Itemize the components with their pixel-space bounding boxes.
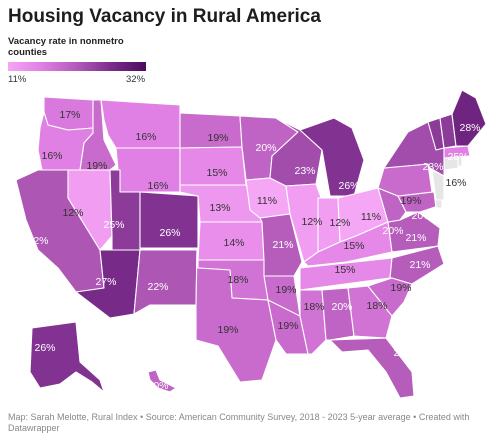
state-value-label-nv: 12% xyxy=(62,207,83,219)
state-sc[interactable] xyxy=(367,277,413,317)
state-mi[interactable] xyxy=(299,117,365,197)
state-value-label-al: 20% xyxy=(331,301,352,313)
legend-max-label: 32% xyxy=(126,74,146,85)
state-value-label-ca: 22% xyxy=(27,235,48,247)
state-value-label-ny: 23% xyxy=(422,161,443,173)
state-value-label-wi: 23% xyxy=(294,165,315,177)
state-al[interactable] xyxy=(321,287,355,341)
state-hi[interactable] xyxy=(147,369,177,393)
state-value-label-sc: 19% xyxy=(390,282,411,294)
state-fl[interactable] xyxy=(329,337,415,399)
map-title: Housing Vacancy in Rural America xyxy=(8,6,321,27)
state-value-label-nc: 21% xyxy=(409,259,430,271)
state-value-label-id: 19% xyxy=(86,160,107,172)
state-pa[interactable] xyxy=(377,163,433,197)
state-value-label-tx: 19% xyxy=(217,324,238,336)
state-value-label-ms: 18% xyxy=(303,301,324,313)
state-value-label-oh: 11% xyxy=(361,211,381,223)
state-value-label-mn: 20% xyxy=(255,142,276,154)
state-value-label-me: 28% xyxy=(459,122,480,134)
state-value-label-wv: 20% xyxy=(382,225,403,237)
state-me[interactable] xyxy=(451,89,487,147)
state-nm[interactable] xyxy=(133,249,198,315)
state-value-label-ks: 14% xyxy=(223,237,244,249)
state-value-label-tn: 15% xyxy=(334,264,355,276)
state-ga[interactable] xyxy=(347,285,393,339)
state-value-label-va: 21% xyxy=(405,232,426,244)
state-value-label-in: 12% xyxy=(329,217,350,229)
state-nc[interactable] xyxy=(389,245,445,285)
legend-title: Vacancy rate in nonmetro counties xyxy=(8,36,124,58)
state-value-label-az: 27% xyxy=(95,276,116,288)
state-value-label-mt: 16% xyxy=(135,131,156,143)
state-value-label-ok: 18% xyxy=(227,274,248,286)
state-value-label-nh: 25% xyxy=(447,151,468,163)
state-value-label-mi: 26% xyxy=(338,180,359,192)
state-nj[interactable] xyxy=(431,169,445,201)
labels-layer: 17% 16% 22% 12% 19% 16% 16% 25% 27% 26% 22% 19% 15% 1… xyxy=(27,109,480,392)
state-value-label-pa: 19% xyxy=(400,195,421,207)
state-value-label-nm: 22% xyxy=(147,281,168,293)
state-value-label-ga: 18% xyxy=(366,300,387,312)
state-value-label-or: 16% xyxy=(41,150,62,162)
state-la[interactable] xyxy=(267,299,309,355)
state-ma[interactable] xyxy=(443,145,471,159)
state-tx[interactable] xyxy=(195,249,277,383)
state-value-label-ia: 11% xyxy=(257,195,277,207)
state-value-label-la: 19% xyxy=(277,320,298,332)
states-layer xyxy=(15,89,487,399)
state-value-label-hi: 20% xyxy=(147,380,168,392)
state-value-label-nd: 19% xyxy=(207,132,228,144)
state-value-label-ak: 26% xyxy=(34,342,55,354)
state-value-label-sd: 15% xyxy=(206,167,227,179)
state-value-label-ne: 13% xyxy=(209,202,230,214)
state-co[interactable] xyxy=(139,191,199,249)
state-value-label-ar: 19% xyxy=(275,284,296,296)
legend-min-label: 11% xyxy=(8,74,27,85)
state-value-label-ky: 15% xyxy=(343,240,364,252)
state-ak[interactable] xyxy=(29,321,105,393)
state-value-label-il: 12% xyxy=(301,216,322,228)
state-value-label-co: 26% xyxy=(159,227,180,239)
state-value-label-ma: 16% xyxy=(445,177,466,189)
map-footer-credits: Map: Sarah Melotte, Rural Index • Source… xyxy=(8,412,470,433)
state-value-label-ut: 25% xyxy=(103,219,124,231)
legend-color-scale xyxy=(8,62,146,71)
state-value-label-mo: 21% xyxy=(272,239,293,251)
state-value-label-md: 20% xyxy=(411,210,432,222)
state-value-label-wa: 17% xyxy=(59,109,80,121)
state-value-label-fl: 21% xyxy=(393,347,414,359)
state-value-label-wy: 16% xyxy=(147,180,168,192)
